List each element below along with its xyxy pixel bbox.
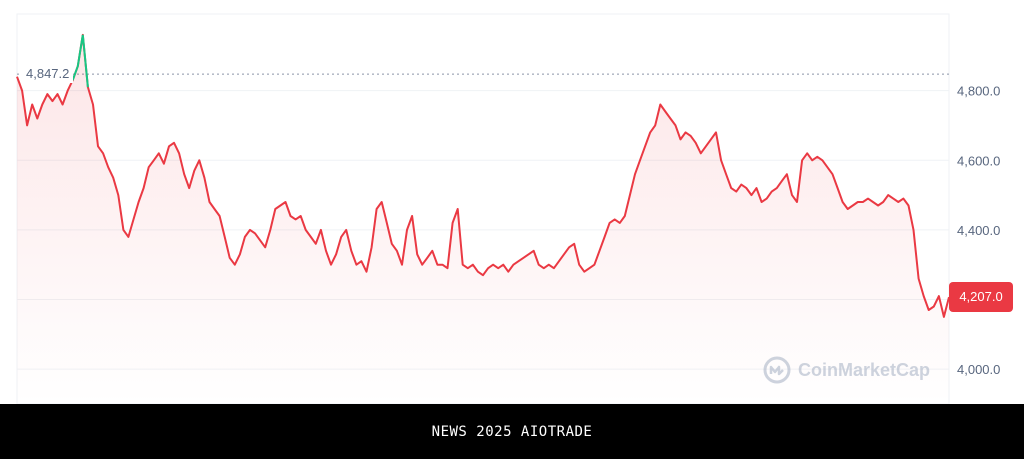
y-tick-label: 4,600.0 — [957, 153, 1000, 168]
footer-banner: NEWS 2025 AIOTRADE — [0, 404, 1024, 459]
current-price-badge: 4,207.0 — [949, 282, 1013, 313]
watermark-text: CoinMarketCap — [798, 359, 931, 380]
series-line-up-segment — [71, 34, 89, 88]
chart-canvas: 4,800.04,600.04,400.04,200.04,000.0 — [16, 13, 1000, 404]
series-line — [16, 33, 950, 318]
reference-label: 4,847.2 — [22, 65, 74, 84]
y-axis-ticks: 4,800.04,600.04,400.04,200.04,000.0 — [957, 84, 1000, 378]
y-tick-label: 4,000.0 — [957, 362, 1000, 377]
y-tick-label: 4,400.0 — [957, 223, 1000, 238]
footer-text: NEWS 2025 AIOTRADE — [431, 423, 593, 440]
price-chart: 4,800.04,600.04,400.04,200.04,000.0 4,84… — [16, 13, 1013, 404]
watermark: CoinMarketCap — [762, 354, 930, 386]
series-area — [17, 34, 949, 404]
coinmarketcap-logo-icon — [763, 356, 791, 384]
y-tick-label: 4,800.0 — [957, 84, 1000, 99]
